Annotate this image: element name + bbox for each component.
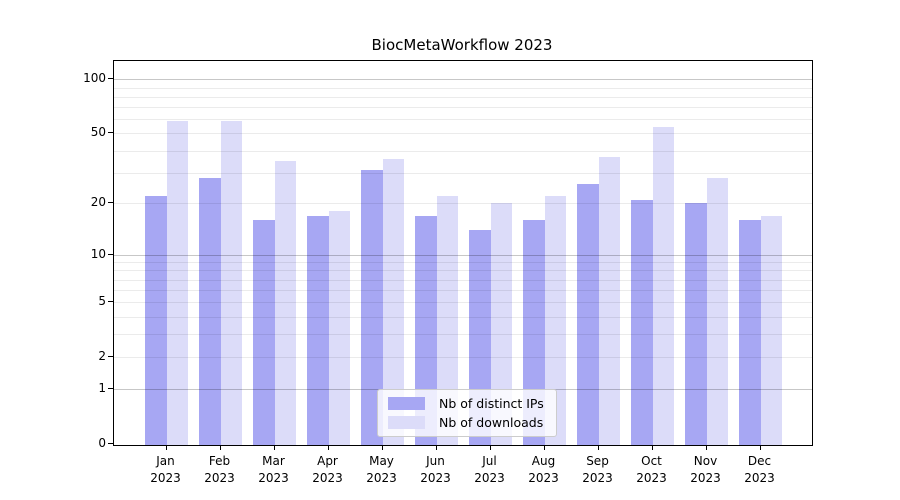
gridline-8 — [114, 270, 812, 272]
bar-downloads-Dec-2023 — [760, 215, 782, 445]
gridline-30 — [114, 172, 812, 174]
gridline-7 — [114, 279, 812, 281]
bar-distinct-ips-Nov-2023 — [685, 203, 707, 445]
y-tick-mark — [108, 388, 113, 390]
bar-distinct-ips-Dec-2023 — [739, 220, 761, 445]
y-tick-mark — [108, 443, 113, 444]
y-tick-label-10: 10 — [90, 246, 106, 261]
bar-distinct-ips-Oct-2023 — [631, 199, 653, 445]
bar-distinct-ips-Sep-2023 — [577, 183, 599, 445]
x-tick-label-May-2023: May 2023 — [366, 454, 397, 485]
grid-layer — [114, 61, 812, 445]
x-tick-mark — [597, 445, 599, 450]
y-tick-mark — [108, 202, 113, 204]
bar-downloads-Apr-2023 — [328, 211, 350, 445]
gridline-4 — [114, 316, 812, 318]
legend-label-distinct-ips: Nb of distinct IPs — [439, 396, 544, 411]
bar-distinct-ips-Aug-2023 — [523, 220, 545, 445]
gridline-90 — [114, 87, 812, 89]
x-tick-mark — [219, 445, 221, 450]
y-tick-label-20: 20 — [90, 195, 106, 210]
bar-distinct-ips-May-2023 — [361, 170, 383, 445]
gridline-60 — [114, 119, 812, 121]
x-tick-label-Sep-2023: Sep 2023 — [582, 454, 613, 485]
gridline-6 — [114, 290, 812, 292]
plot-area: Nb of distinct IPs Nb of downloads — [113, 60, 813, 446]
y-tick-mark — [108, 253, 113, 255]
y-tick-label-100: 100 — [83, 71, 106, 86]
bar-distinct-ips-Jan-2023 — [145, 196, 167, 445]
y-tick-label-0: 0 — [98, 436, 106, 450]
legend: Nb of distinct IPs Nb of downloads — [377, 389, 557, 437]
legend-item-downloads: Nb of downloads — [388, 415, 544, 430]
bar-downloads-Sep-2023 — [598, 156, 620, 445]
legend-item-distinct-ips: Nb of distinct IPs — [388, 396, 544, 411]
gridline-80 — [114, 96, 812, 98]
x-tick-mark — [435, 445, 437, 450]
y-tick-label-5: 5 — [98, 294, 106, 309]
x-tick-mark — [273, 445, 275, 450]
x-tick-label-Oct-2023: Oct 2023 — [636, 454, 667, 485]
x-tick-mark — [165, 445, 167, 450]
bar-downloads-Jun-2023 — [436, 196, 458, 445]
x-tick-mark — [651, 445, 653, 450]
gridline-3 — [114, 334, 812, 336]
bar-downloads-Aug-2023 — [544, 196, 566, 445]
bar-distinct-ips-Feb-2023 — [199, 177, 221, 445]
y-tick-mark — [108, 301, 113, 303]
x-tick-mark — [543, 445, 545, 450]
x-tick-label-Jan-2023: Jan 2023 — [150, 454, 181, 485]
gridline-9 — [114, 262, 812, 264]
gridline-10 — [114, 254, 812, 256]
gridline-100 — [114, 79, 812, 81]
bar-distinct-ips-Apr-2023 — [307, 215, 329, 445]
y-tick-label-1: 1 — [98, 381, 106, 396]
bar-downloads-May-2023 — [382, 158, 404, 445]
bar-downloads-Feb-2023 — [220, 120, 242, 445]
y-tick-mark — [108, 78, 113, 80]
x-tick-label-Jun-2023: Jun 2023 — [420, 454, 451, 485]
y-tick-label-2: 2 — [98, 349, 106, 364]
gridline-50 — [114, 133, 812, 135]
legend-swatch-distinct-ips — [388, 397, 425, 410]
gridline-5 — [114, 302, 812, 304]
bar-downloads-Oct-2023 — [652, 127, 674, 445]
x-tick-mark — [489, 445, 491, 450]
x-tick-mark — [327, 445, 329, 450]
x-tick-label-Apr-2023: Apr 2023 — [312, 454, 343, 485]
x-tick-label-Mar-2023: Mar 2023 — [258, 454, 289, 485]
x-tick-label-Jul-2023: Jul 2023 — [474, 454, 505, 485]
bar-downloads-Jan-2023 — [166, 120, 188, 445]
y-tick-label-50: 50 — [90, 125, 106, 140]
gridline-2 — [114, 357, 812, 359]
bar-distinct-ips-Mar-2023 — [253, 220, 275, 445]
bar-downloads-Mar-2023 — [274, 160, 296, 445]
bars-layer — [114, 61, 812, 445]
chart-title: BiocMetaWorkflow 2023 — [371, 36, 553, 54]
gridline-40 — [114, 150, 812, 152]
x-tick-label-Nov-2023: Nov 2023 — [690, 454, 721, 485]
bar-downloads-Jul-2023 — [490, 203, 512, 445]
legend-swatch-downloads — [388, 416, 425, 429]
x-tick-label-Dec-2023: Dec 2023 — [744, 454, 775, 485]
x-tick-mark — [381, 445, 383, 450]
y-tick-mark — [108, 132, 113, 134]
x-tick-mark — [759, 445, 761, 450]
gridline-20 — [114, 203, 812, 205]
y-tick-mark — [108, 356, 113, 358]
x-tick-label-Aug-2023: Aug 2023 — [528, 454, 559, 485]
gridline-70 — [114, 107, 812, 109]
x-tick-label-Feb-2023: Feb 2023 — [204, 454, 235, 485]
legend-label-downloads: Nb of downloads — [439, 415, 544, 430]
bar-downloads-Nov-2023 — [706, 177, 728, 445]
bar-distinct-ips-Jun-2023 — [415, 215, 437, 445]
x-tick-mark — [705, 445, 707, 450]
